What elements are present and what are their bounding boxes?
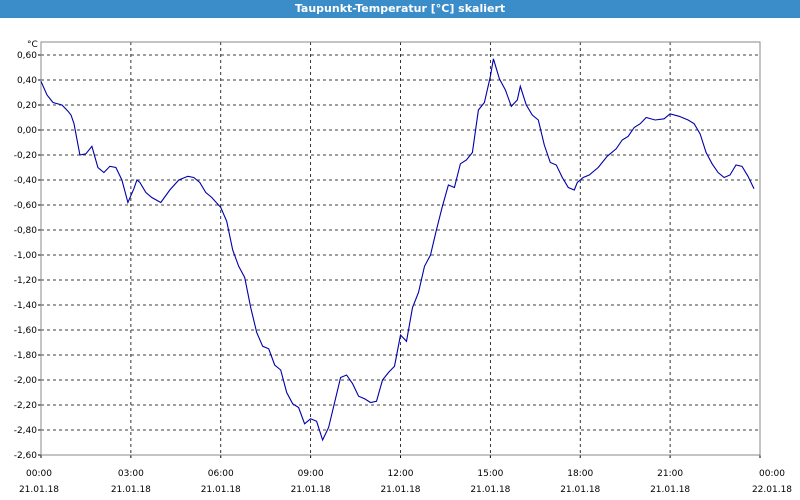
y-tick-label: -1,60 [14, 326, 38, 336]
x-tick-time-label: 18:00 [567, 469, 593, 479]
y-tick-label: -1,20 [14, 276, 38, 286]
x-tick-date-label: 22.01.18 [752, 485, 792, 495]
y-tick-label: -1,80 [14, 351, 38, 361]
x-tick-time-label: 12:00 [388, 469, 414, 479]
x-tick-time-label: 00:00 [759, 469, 785, 479]
x-tick-time-label: 09:00 [298, 469, 324, 479]
plot-area-border [40, 41, 761, 456]
y-tick-label: -0,80 [14, 226, 38, 236]
y-tick-label: -1,00 [14, 251, 38, 261]
y-tick-label: -0,20 [14, 151, 38, 161]
x-tick-time-label: 21:00 [657, 469, 683, 479]
series-line [40, 58, 755, 442]
x-tick-time-label: 03:00 [118, 469, 144, 479]
x-tick-time-label: 06:00 [208, 469, 234, 479]
x-tick-date-label: 21.01.18 [19, 485, 59, 495]
x-tick-date-label: 21.01.18 [201, 485, 241, 495]
y-tick-label: -2,60 [14, 451, 38, 461]
x-tick-date-label: 21.01.18 [380, 485, 420, 495]
y-tick-label: 0,60 [17, 51, 37, 61]
y-tick-label: 0,20 [17, 101, 37, 111]
y-tick-label: 0,00 [17, 126, 37, 136]
y-axis-unit: °C [27, 40, 38, 50]
y-tick-label: -2,00 [14, 376, 38, 386]
x-tick-date-label: 21.01.18 [291, 485, 331, 495]
x-tick-date-label: 21.01.18 [560, 485, 600, 495]
y-tick-label: -2,20 [14, 401, 38, 411]
chart-title-bar: Taupunkt-Temperatur [°C] skaliert [0, 0, 800, 18]
x-tick-time-label: 15:00 [477, 469, 503, 479]
y-tick-label: -2,40 [14, 426, 38, 436]
y-tick-label: -1,40 [14, 301, 38, 311]
y-tick-label: -0,40 [14, 176, 38, 186]
chart-title: Taupunkt-Temperatur [°C] skaliert [294, 2, 506, 15]
x-tick-date-label: 21.01.18 [650, 485, 690, 495]
x-tick-time-label: 00:00 [26, 469, 52, 479]
x-tick-date-label: 21.01.18 [111, 485, 151, 495]
y-tick-label: 0,40 [17, 76, 37, 86]
y-tick-label: -0,60 [14, 201, 38, 211]
x-tick-date-label: 21.01.18 [470, 485, 510, 495]
